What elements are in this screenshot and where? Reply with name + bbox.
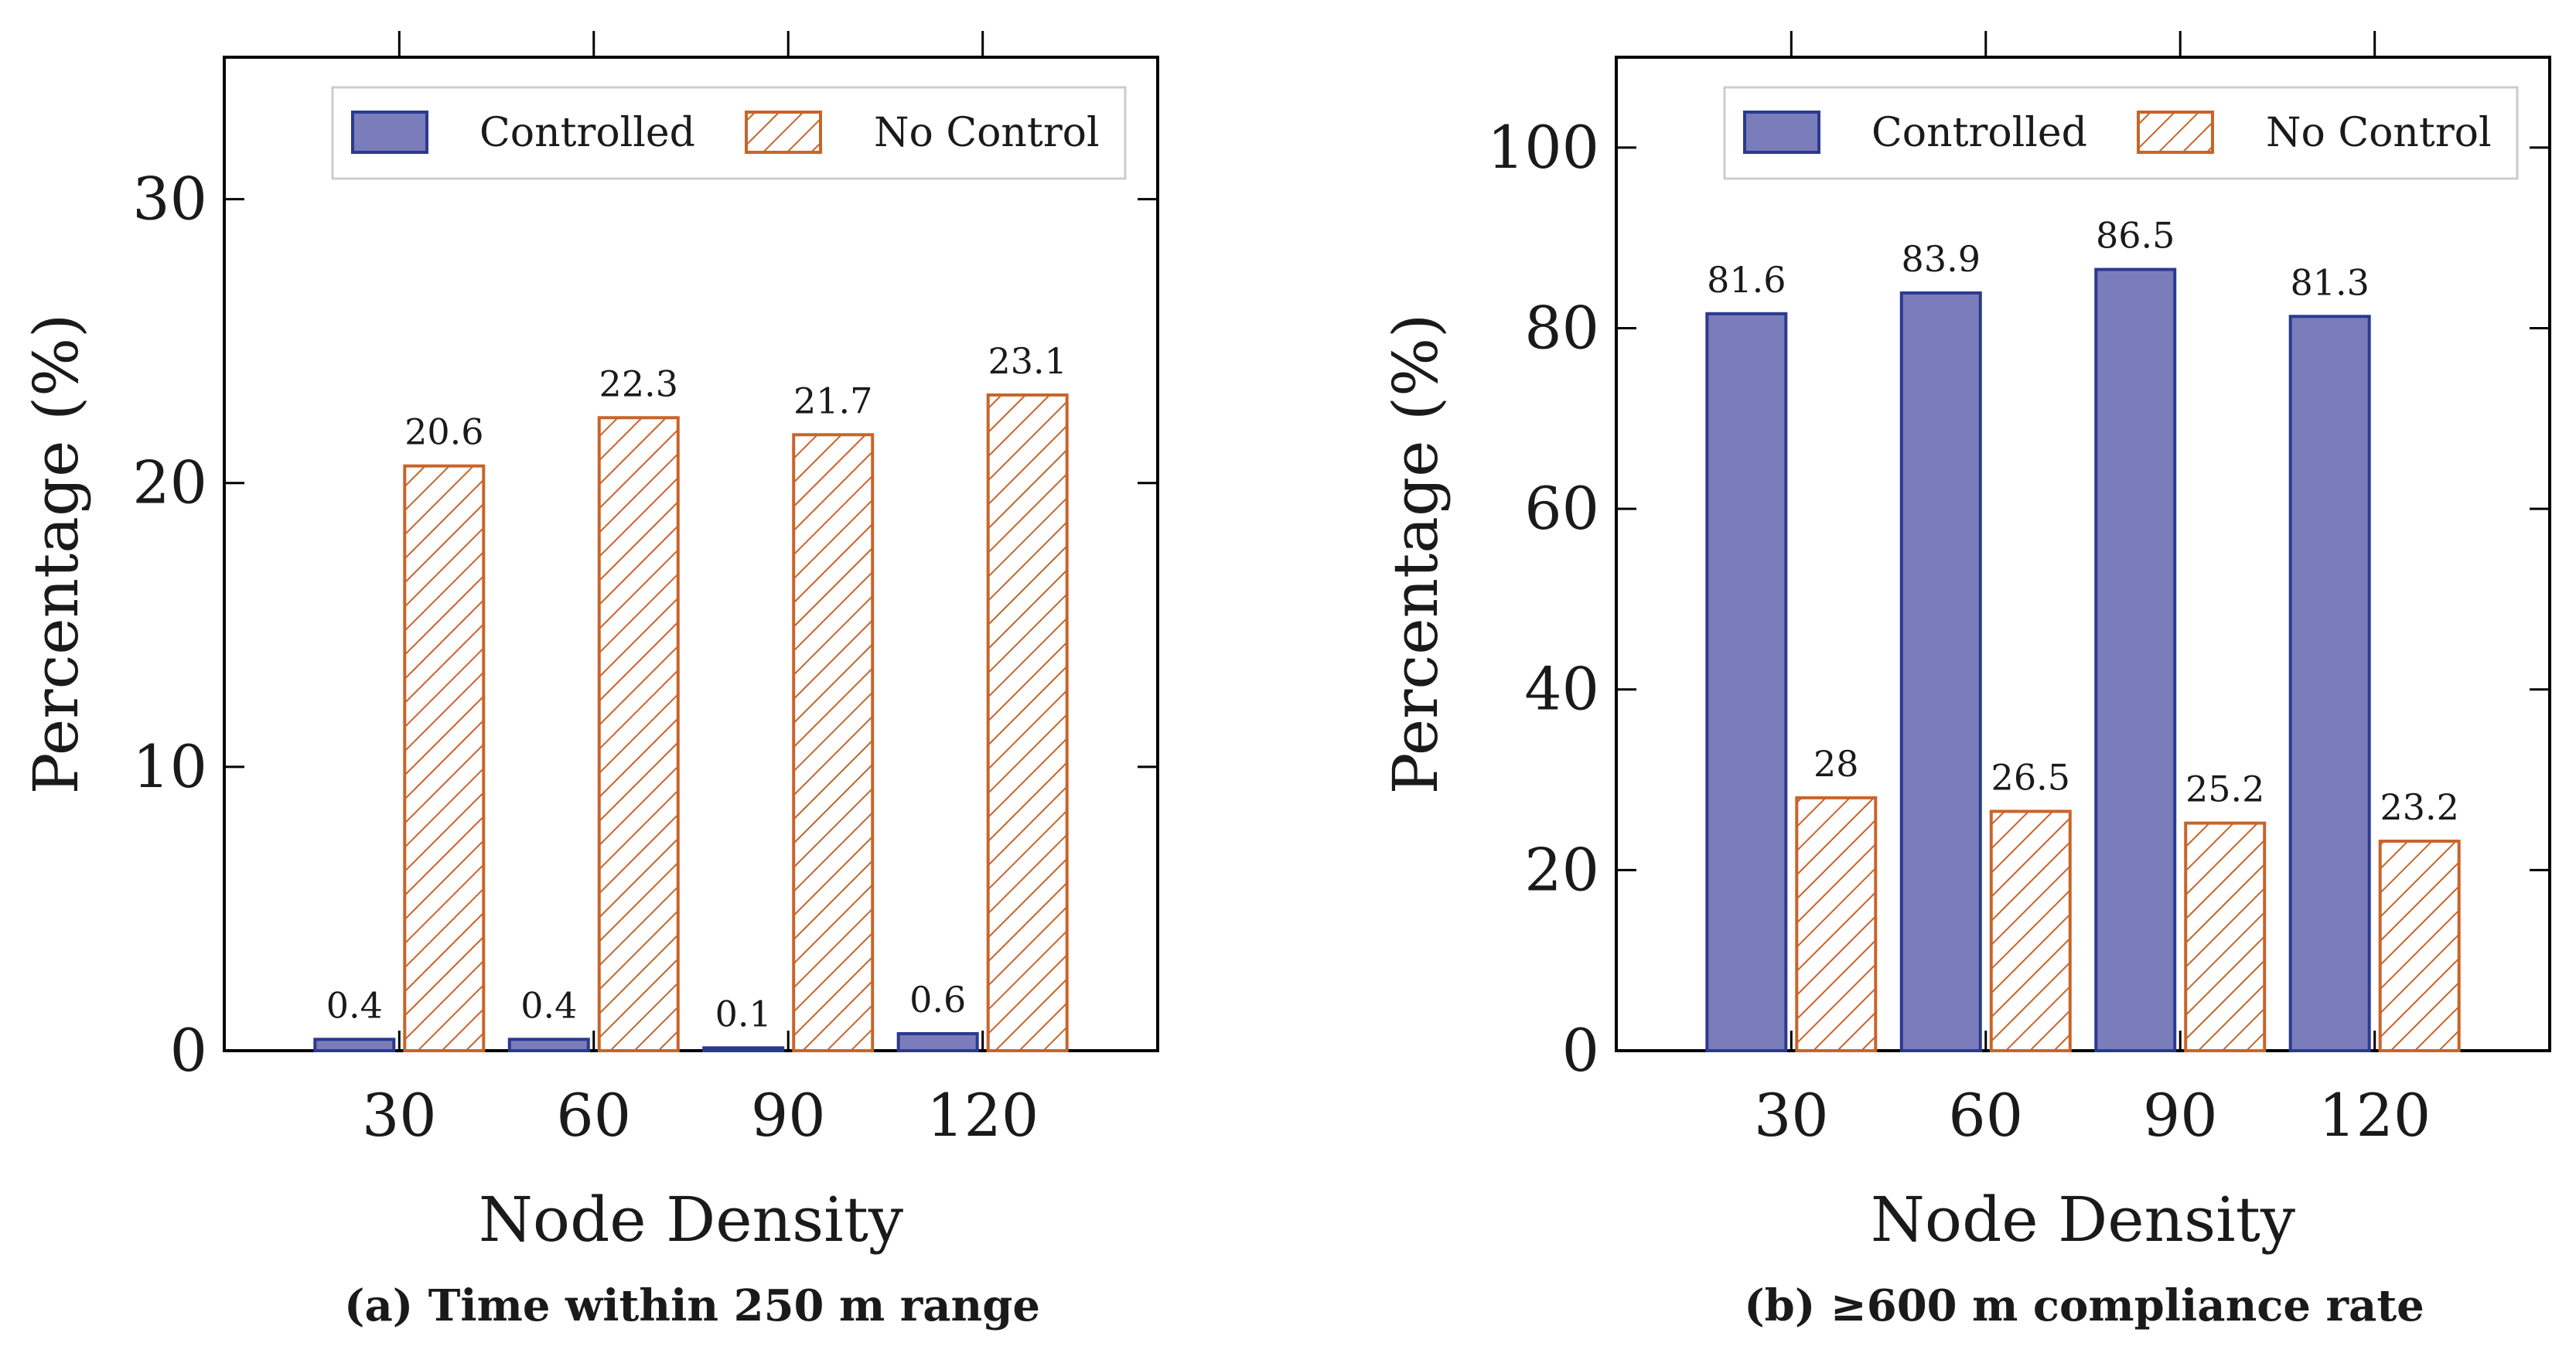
bar-controlled bbox=[896, 1031, 979, 1053]
data-label: 83.9 bbox=[1902, 238, 1981, 280]
y-tick-label: 20 bbox=[1524, 835, 1599, 904]
x-axis-title: Node Density bbox=[1871, 1184, 2295, 1256]
plot-frame bbox=[1615, 56, 2551, 1052]
bar-controlled bbox=[702, 1046, 785, 1053]
y-tick-label: 0 bbox=[170, 1016, 207, 1085]
data-label: 0.1 bbox=[715, 993, 772, 1034]
data-label: 25.2 bbox=[2185, 769, 2264, 810]
data-label: 86.5 bbox=[2096, 215, 2175, 257]
data-label: 0.4 bbox=[326, 984, 383, 1026]
x-axis-title: Node Density bbox=[479, 1184, 903, 1256]
data-label: 81.3 bbox=[2290, 261, 2369, 303]
bar-controlled bbox=[313, 1038, 396, 1053]
data-label: 28 bbox=[1813, 743, 1859, 785]
x-tick-label: 60 bbox=[556, 1081, 631, 1150]
legend-label: Controlled bbox=[479, 110, 695, 156]
bar-no-control bbox=[1795, 796, 1878, 1052]
legend-label: No Control bbox=[2266, 110, 2492, 156]
data-label: 81.6 bbox=[1707, 259, 1786, 301]
data-label: 0.6 bbox=[909, 979, 966, 1021]
data-label: 0.4 bbox=[520, 984, 577, 1026]
legend-swatch-no-control bbox=[745, 111, 822, 154]
legend-label: No Control bbox=[874, 110, 1100, 156]
data-label: 23.2 bbox=[2380, 786, 2458, 828]
y-tick-label: 40 bbox=[1524, 655, 1599, 724]
y-tick-label: 30 bbox=[132, 165, 207, 233]
y-tick-label: 80 bbox=[1524, 293, 1599, 362]
x-tick-label: 90 bbox=[751, 1081, 826, 1150]
legend-box bbox=[1723, 86, 2519, 180]
bar-controlled bbox=[507, 1038, 590, 1053]
bar-controlled bbox=[2094, 268, 2177, 1053]
y-axis-title: Percentage (%) bbox=[20, 314, 92, 795]
y-tick-label: 100 bbox=[1487, 113, 1599, 182]
data-label: 22.3 bbox=[599, 363, 678, 404]
y-tick-label: 0 bbox=[1562, 1016, 1599, 1085]
bar-no-control bbox=[1989, 809, 2072, 1052]
x-tick-label: 90 bbox=[2143, 1081, 2218, 1150]
y-tick-label: 10 bbox=[132, 732, 207, 801]
chart-caption: (a) Time within 250 m range bbox=[344, 1280, 1040, 1331]
legend-box bbox=[331, 86, 1127, 180]
x-tick-label: 30 bbox=[1754, 1081, 1829, 1150]
bar-controlled bbox=[2288, 315, 2371, 1052]
y-axis-title: Percentage (%) bbox=[1380, 314, 1452, 795]
legend-swatch-controlled bbox=[351, 111, 428, 154]
x-tick-label: 120 bbox=[926, 1081, 1039, 1150]
data-label: 26.5 bbox=[1991, 756, 2070, 798]
data-label: 21.7 bbox=[793, 380, 872, 421]
legend-label: Controlled bbox=[1871, 110, 2087, 156]
y-tick-label: 60 bbox=[1524, 474, 1599, 543]
x-tick-label: 30 bbox=[362, 1081, 437, 1150]
x-tick-label: 120 bbox=[2318, 1081, 2431, 1150]
x-tick-label: 60 bbox=[1948, 1081, 2023, 1150]
bar-no-control bbox=[2184, 821, 2267, 1052]
legend-swatch-controlled bbox=[1743, 111, 1820, 154]
y-tick-label: 20 bbox=[132, 448, 207, 517]
bar-no-control bbox=[403, 464, 486, 1052]
bar-controlled bbox=[1899, 291, 1982, 1052]
bar-no-control bbox=[597, 416, 680, 1052]
bar-no-control bbox=[792, 433, 875, 1052]
bar-no-control bbox=[2378, 839, 2461, 1052]
data-label: 23.1 bbox=[988, 340, 1066, 382]
bar-controlled bbox=[1705, 312, 1788, 1053]
plot-frame bbox=[223, 56, 1159, 1052]
chart-compliance-rate: 0 20 40 60 80 100 30 81.6 28 60 83.9 26.5 90 86.5 25.2… bbox=[1380, 31, 2551, 1331]
chart-time-within-range: 0 10 20 30 30 0.4 20.6 60 0.4 22.3 90 0.1 21.7 120 0.6… bbox=[20, 31, 1159, 1331]
chart-caption: (b) ≥600 m compliance rate bbox=[1744, 1280, 2424, 1331]
data-label: 20.6 bbox=[404, 411, 483, 453]
bar-no-control bbox=[986, 393, 1069, 1052]
legend-swatch-no-control bbox=[2137, 111, 2214, 154]
